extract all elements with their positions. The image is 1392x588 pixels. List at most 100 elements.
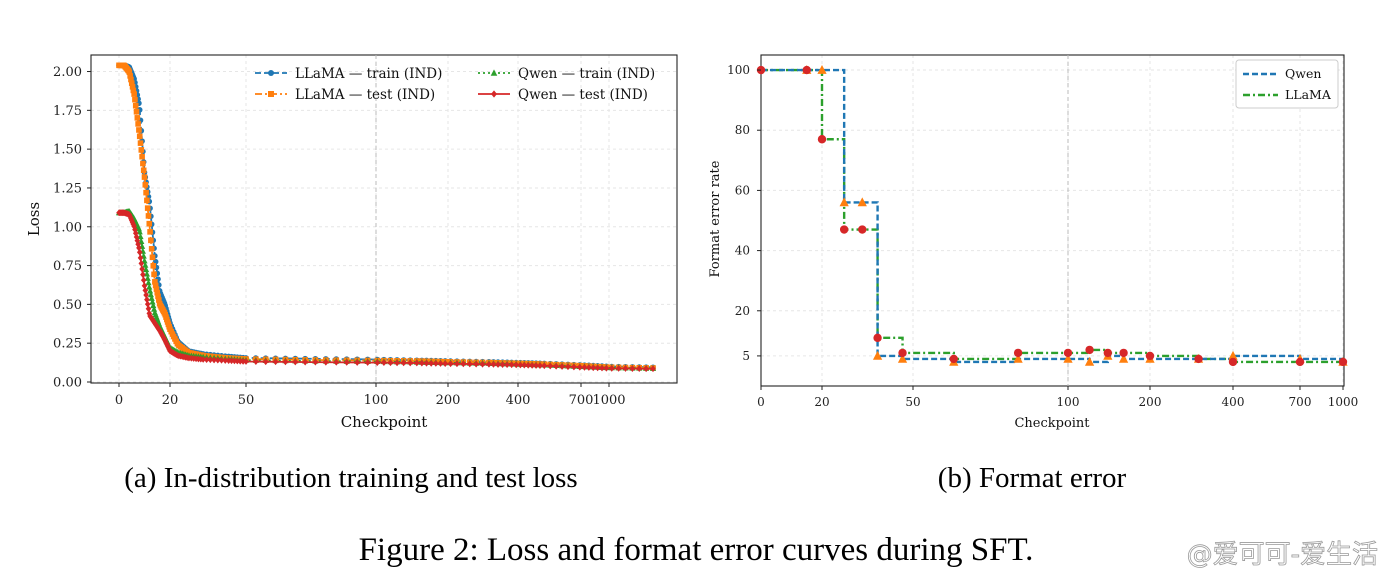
data-point bbox=[857, 197, 867, 207]
data-point bbox=[136, 133, 143, 140]
data-point bbox=[594, 364, 601, 372]
data-point bbox=[130, 87, 137, 94]
data-point bbox=[155, 293, 161, 300]
data-point bbox=[231, 357, 238, 365]
legend-marker bbox=[268, 70, 274, 76]
y-tick-label: 100 bbox=[727, 63, 750, 77]
data-point bbox=[151, 271, 157, 278]
data-point bbox=[636, 365, 643, 373]
x-tick-label: 200 bbox=[436, 393, 461, 408]
x-tick-label: 20 bbox=[162, 393, 179, 408]
series-llama-markers bbox=[756, 65, 1348, 367]
data-point bbox=[466, 360, 473, 368]
data-point bbox=[253, 358, 259, 365]
data-point bbox=[541, 362, 548, 370]
series-llama bbox=[761, 68, 1343, 364]
y-tick-label: 1.00 bbox=[53, 220, 82, 235]
data-point bbox=[145, 279, 152, 286]
data-point bbox=[140, 160, 146, 167]
data-point bbox=[136, 244, 142, 252]
data-point bbox=[1013, 353, 1023, 363]
data-point bbox=[143, 291, 149, 299]
data-point bbox=[140, 167, 147, 174]
data-point bbox=[150, 305, 158, 312]
data-point bbox=[1295, 357, 1305, 367]
data-point bbox=[211, 356, 217, 364]
x-tick-label: 400 bbox=[1222, 395, 1245, 409]
data-point bbox=[577, 363, 583, 371]
data-point bbox=[146, 287, 154, 294]
data-point bbox=[142, 261, 149, 268]
data-point bbox=[150, 263, 157, 269]
loss-chart-series bbox=[115, 62, 657, 373]
data-point bbox=[137, 140, 144, 146]
data-point bbox=[312, 358, 319, 366]
legend-marker bbox=[490, 69, 498, 76]
series-line bbox=[119, 211, 654, 370]
data-point bbox=[133, 108, 140, 115]
data-point bbox=[1194, 354, 1203, 364]
data-point bbox=[447, 360, 454, 368]
data-point bbox=[135, 121, 141, 127]
y-tick-label: 5 bbox=[742, 349, 750, 363]
loss-chart-ylabel: Loss bbox=[25, 202, 43, 236]
series-qwen bbox=[761, 68, 1345, 364]
y-tick-label: 2.00 bbox=[53, 65, 82, 80]
data-point bbox=[381, 359, 387, 367]
data-point bbox=[152, 282, 159, 289]
data-point bbox=[127, 73, 133, 79]
data-point bbox=[517, 361, 524, 369]
data-point bbox=[282, 358, 289, 366]
x-tick-label: 700 bbox=[569, 393, 594, 408]
data-point bbox=[1084, 356, 1095, 366]
data-point bbox=[387, 359, 394, 367]
data-point bbox=[1063, 353, 1073, 363]
data-point bbox=[200, 356, 206, 363]
data-point bbox=[147, 291, 154, 298]
data-point bbox=[144, 205, 151, 211]
x-tick-label: 100 bbox=[364, 393, 389, 408]
data-point bbox=[1228, 357, 1238, 367]
data-point bbox=[146, 283, 153, 290]
y-tick-label: 1.75 bbox=[53, 104, 82, 119]
data-point bbox=[214, 356, 221, 364]
figure-caption: Figure 2: Loss and format error curves d… bbox=[359, 532, 1034, 568]
data-point bbox=[414, 359, 420, 367]
data-point bbox=[581, 364, 588, 371]
data-point bbox=[141, 174, 148, 180]
data-point bbox=[131, 91, 137, 97]
data-point bbox=[150, 302, 157, 309]
legend-label: LLaMA bbox=[1285, 87, 1332, 102]
data-point bbox=[586, 364, 592, 371]
legend-label: Qwen — train (IND) bbox=[518, 66, 655, 82]
data-point bbox=[873, 333, 882, 343]
data-point bbox=[138, 238, 145, 245]
data-point bbox=[454, 360, 460, 368]
format-error-chart-xlabel: Checkpoint bbox=[1014, 416, 1090, 431]
data-point bbox=[898, 348, 907, 358]
data-point bbox=[302, 358, 308, 366]
data-point bbox=[508, 361, 515, 369]
data-point bbox=[143, 189, 149, 196]
data-point bbox=[243, 358, 249, 365]
data-point bbox=[132, 96, 138, 103]
data-point bbox=[225, 357, 232, 364]
data-point bbox=[1119, 348, 1128, 358]
data-point bbox=[553, 362, 559, 370]
data-point bbox=[234, 357, 241, 365]
data-point bbox=[1103, 348, 1113, 358]
x-tick-label: 700 bbox=[1289, 395, 1312, 409]
data-point bbox=[146, 220, 153, 227]
data-point bbox=[132, 102, 139, 109]
data-point bbox=[1063, 348, 1073, 358]
format-error-chart-ylabel: Format error rate bbox=[708, 160, 723, 277]
data-point bbox=[599, 364, 605, 372]
x-tick-label: 50 bbox=[905, 395, 920, 409]
data-point bbox=[128, 80, 135, 86]
data-point bbox=[949, 354, 958, 364]
y-tick-label: 80 bbox=[735, 123, 750, 137]
data-point bbox=[394, 359, 400, 367]
data-point bbox=[428, 359, 434, 367]
data-point bbox=[419, 359, 425, 367]
